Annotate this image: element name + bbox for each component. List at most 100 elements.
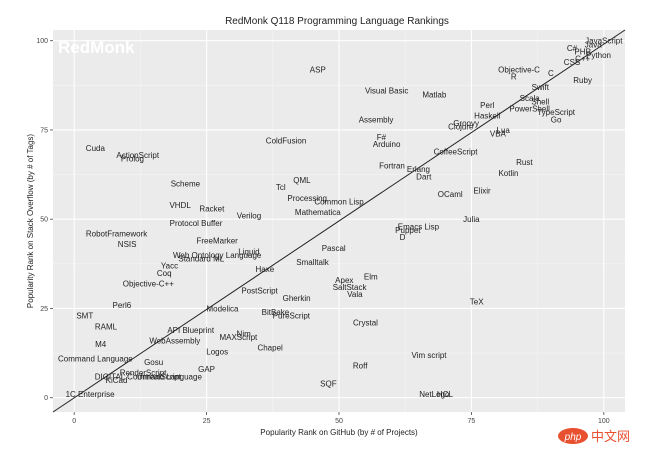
- language-label: Standard ML: [178, 254, 224, 263]
- y-tick-label: 50: [40, 217, 48, 224]
- language-label: D: [400, 233, 406, 242]
- language-label: Go: [551, 115, 562, 124]
- language-label: NetLogo: [419, 390, 450, 399]
- language-label: Ruby: [573, 76, 592, 85]
- language-label: SQF: [320, 379, 337, 388]
- language-label: M4: [95, 340, 107, 349]
- language-label: PHP: [574, 47, 590, 56]
- language-label: Visual Basic: [365, 87, 408, 96]
- language-label: Scala: [520, 94, 541, 103]
- language-label: Puppet: [395, 226, 421, 235]
- chart-title: RedMonk Q118 Programming Language Rankin…: [225, 16, 449, 27]
- language-label: FreeMarker: [197, 237, 239, 246]
- language-label: Groovy: [453, 119, 479, 128]
- language-label: OCaml: [438, 190, 463, 199]
- language-label: Matlab: [422, 90, 447, 99]
- language-label: Perl6: [113, 301, 132, 310]
- language-label: RenderScript: [120, 369, 167, 378]
- language-label: Smalltalk: [296, 258, 329, 267]
- language-label: C#: [567, 44, 578, 53]
- x-tick-label: 100: [598, 418, 610, 425]
- language-label: 1C Enterprise: [66, 390, 115, 399]
- language-label: Verilog: [237, 212, 261, 221]
- language-label: QML: [293, 176, 311, 185]
- language-label: Modelica: [206, 304, 239, 313]
- language-label: SaltStack: [333, 283, 368, 292]
- language-label: JavaScript: [585, 37, 623, 46]
- language-label: API Blueprint: [167, 326, 214, 335]
- php-cn-watermark: php 中文网: [558, 428, 630, 444]
- y-tick-label: 0: [44, 395, 48, 402]
- language-label: Gherkin: [283, 294, 311, 303]
- language-label: Prolog: [121, 155, 144, 164]
- language-label: Erlang: [407, 165, 430, 174]
- axis-ticks: 0 25 50 75 100 0 25 50 75 100: [36, 38, 609, 425]
- language-label: HCL: [437, 390, 454, 399]
- language-label: Tcl: [276, 183, 286, 192]
- y-tick-label: 25: [40, 306, 48, 313]
- language-label: RAML: [95, 322, 118, 331]
- php-badge: [558, 428, 588, 444]
- language-label: Assembly: [359, 115, 394, 124]
- y-tick-label: 100: [36, 38, 48, 45]
- language-label: C: [548, 69, 554, 78]
- x-tick-label: 25: [203, 418, 211, 425]
- language-label: MAXScript: [219, 333, 258, 342]
- language-label: NSIS: [118, 240, 137, 249]
- language-label: Vala: [347, 290, 363, 299]
- language-label: RobotFramework: [86, 229, 148, 238]
- language-label: KiCad: [106, 376, 128, 385]
- language-label: Vim script: [412, 351, 448, 360]
- language-label: VHDL: [169, 201, 191, 210]
- x-tick-label: 0: [72, 418, 76, 425]
- language-label: CSS: [564, 58, 580, 67]
- language-label: DIGITAL Command Language: [95, 372, 203, 381]
- language-label: Apex: [335, 276, 353, 285]
- language-label: Elixir: [473, 187, 491, 196]
- language-label: Racket: [199, 205, 225, 214]
- language-label: Web Ontology Language: [173, 251, 262, 260]
- language-label: Objective-C++: [123, 279, 174, 288]
- language-label: R: [511, 72, 517, 81]
- language-label: Python: [586, 51, 611, 60]
- language-label: Coq: [157, 269, 172, 278]
- y-axis-title: Popularity Rank on Stack Overflow (by # …: [26, 134, 35, 308]
- language-label: PostScript: [241, 287, 278, 296]
- language-label: Lua: [497, 126, 511, 135]
- language-label: Emacs Lisp: [398, 222, 440, 231]
- language-label: C++: [575, 55, 590, 64]
- language-label: GAP: [198, 365, 215, 374]
- language-label: TeX: [470, 297, 484, 306]
- language-label: ActionScript: [116, 151, 159, 160]
- language-label: Mathematica: [295, 208, 341, 217]
- language-label: Rust: [516, 158, 533, 167]
- language-label: Swift: [532, 83, 550, 92]
- language-label: Processing: [287, 194, 327, 203]
- php-badge-text: php: [564, 432, 582, 443]
- language-label: Command Language: [58, 354, 133, 363]
- language-label: Chapel: [257, 344, 283, 353]
- x-axis-title: Popularity Rank on GitHub (by # of Proje…: [260, 428, 418, 437]
- language-label: Shell: [531, 97, 549, 106]
- language-label: PureScript: [273, 312, 311, 321]
- language-label: ColdFusion: [266, 137, 306, 146]
- x-tick-label: 50: [335, 418, 343, 425]
- language-label: BitBake: [262, 308, 290, 317]
- language-label: Clojure: [448, 122, 474, 131]
- language-label: Java: [585, 40, 602, 49]
- language-label: F#: [377, 133, 387, 142]
- language-label: Logos: [206, 347, 228, 356]
- language-label: Pascal: [322, 244, 346, 253]
- x-tick-label: 75: [468, 418, 476, 425]
- language-label: Objective-C: [498, 65, 540, 74]
- language-label: Perl: [480, 101, 494, 110]
- language-label: Scheme: [171, 180, 201, 189]
- language-label: Nim: [237, 329, 252, 338]
- y-tick-label: 75: [40, 127, 48, 134]
- redmonk-logo-watermark: RedMonk: [58, 38, 135, 57]
- language-label: ASP: [310, 65, 326, 74]
- language-label: SMT: [76, 312, 93, 321]
- language-label: Crystal: [353, 319, 378, 328]
